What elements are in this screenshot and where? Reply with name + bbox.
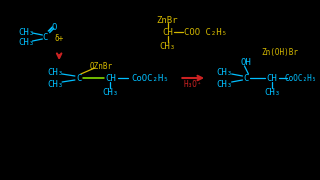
Text: O: O: [52, 22, 57, 32]
Text: OH: OH: [240, 57, 251, 66]
Text: CH: CH: [162, 28, 173, 37]
Text: CH₃: CH₃: [159, 42, 176, 51]
Text: COO C₂H₅: COO C₂H₅: [184, 28, 227, 37]
Text: CH₃: CH₃: [217, 80, 233, 89]
Text: CoOC₂H₅: CoOC₂H₅: [284, 73, 317, 82]
Text: CH₃: CH₃: [264, 87, 280, 96]
Text: CoOC₂H₅: CoOC₂H₅: [131, 73, 169, 82]
Text: Zn(OH)Br: Zn(OH)Br: [261, 48, 299, 57]
Text: ZnBr: ZnBr: [157, 15, 178, 24]
Text: CH₃: CH₃: [47, 80, 63, 89]
Text: H₃O⁺: H₃O⁺: [184, 80, 203, 89]
Text: C: C: [244, 73, 249, 82]
Text: OZnBr: OZnBr: [90, 62, 113, 71]
Text: CH₃: CH₃: [19, 37, 35, 46]
Text: δ+: δ+: [54, 33, 64, 42]
Text: CH: CH: [105, 73, 116, 82]
Text: CH₃: CH₃: [102, 87, 118, 96]
Text: C: C: [76, 73, 82, 82]
Text: CH: CH: [267, 73, 277, 82]
Text: C: C: [43, 33, 48, 42]
Text: CH₃: CH₃: [47, 68, 63, 76]
Text: CH₃: CH₃: [19, 28, 35, 37]
Text: CH₃: CH₃: [217, 68, 233, 76]
